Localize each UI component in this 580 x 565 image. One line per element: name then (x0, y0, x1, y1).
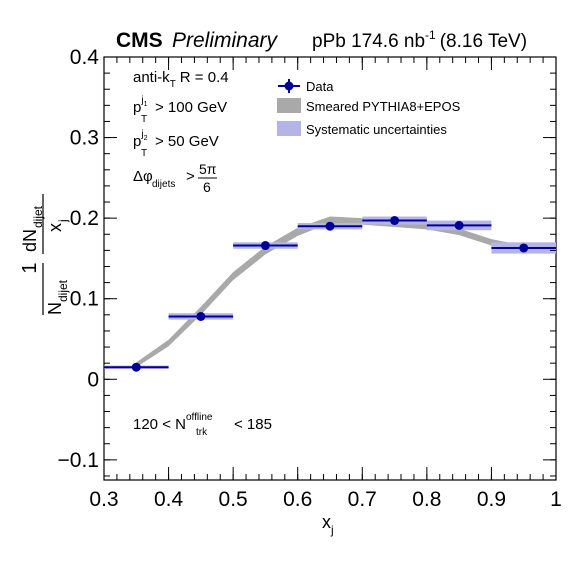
jet-algo-rest: R = 0.4 (180, 69, 229, 86)
legend-data-label: Data (306, 79, 334, 94)
pt1-cut-label: pj1 T > 100 GeV (133, 95, 227, 125)
legend-syst-label: Systematic uncertainties (306, 122, 447, 137)
lumi-energy: (8.16 TeV) (440, 31, 527, 52)
legend-mc-label: Smeared PYTHIA8+EPOS (306, 99, 461, 114)
mc-band-group (136, 216, 524, 368)
x-tick-label: 1 (550, 488, 562, 511)
data-points-group (104, 216, 556, 372)
y-tick-label: −0.1 (58, 449, 99, 472)
y-dn-sub: dijet (31, 205, 45, 228)
pt2-sub: T (141, 148, 147, 159)
multiplicity-label: 120 < Noffline trk < 185 (133, 412, 272, 438)
data-point (390, 216, 400, 226)
y-frac-den-sub: dijet (56, 279, 70, 302)
legend-data-marker (284, 81, 294, 91)
y-tick-label: 0.3 (70, 127, 99, 150)
legend-mc-swatch (277, 98, 301, 113)
legend-syst-swatch (277, 121, 301, 136)
x-tick-label: 0.8 (412, 488, 441, 511)
dphi-main: Δφ (133, 168, 153, 185)
pt2-cut-label: pj2 T > 50 GeV (133, 129, 219, 159)
x-tick-label: 0.3 (89, 488, 118, 511)
x-tick-label: 0.7 (348, 488, 377, 511)
lumi-prefix: pPb 174.6 nb (312, 31, 425, 52)
pt1-main: p (133, 99, 141, 116)
y-axis-title: 1 N dijet dN dijet x j (19, 194, 70, 315)
y-frac-num: 1 (19, 262, 41, 273)
y-tick-label: 0.1 (70, 288, 99, 311)
dphi-sub: dijets (152, 179, 175, 190)
pt2-sup: j (140, 129, 143, 140)
mult-sub: trk (196, 427, 208, 438)
x-tick-label: 0.6 (283, 488, 312, 511)
pt1-sup-sub: 1 (144, 101, 148, 108)
mc-prediction-band (136, 216, 524, 368)
mult-sup: offline (186, 412, 213, 423)
y-tick-label: 0.4 (70, 46, 100, 69)
cms-label: CMS (116, 29, 163, 52)
y-tick-label: 0 (87, 368, 99, 391)
x-tick-label: 0.9 (477, 488, 506, 511)
x-axis-title-main: x (322, 512, 331, 532)
data-point (454, 220, 464, 230)
y-tick-label: 0.2 (70, 207, 99, 230)
jet-algo-main: anti-k (133, 69, 170, 86)
data-point (325, 221, 335, 231)
y-dx: x (45, 223, 65, 232)
data-point (196, 311, 206, 321)
data-point (519, 243, 529, 253)
mult-left: 120 < N (133, 416, 186, 433)
data-point (131, 362, 141, 372)
lumi-exponent: -1 (425, 28, 436, 42)
x-axis-title: xj (322, 512, 334, 537)
dphi-cut-label: Δφ dijets > 5π 6 (133, 161, 217, 195)
legend: Data Smeared PYTHIA8+EPOS Systematic unc… (277, 79, 461, 137)
x-tick-label: 0.5 (219, 488, 248, 511)
y-frac-den: N (45, 302, 65, 315)
axis-ticks-group: 0.3 0.4 0.5 0.6 0.7 0.8 0.9 1 −0.1 0 0.1 0.2 0.3 0.4 (58, 46, 562, 511)
pt1-sup: j (140, 95, 143, 106)
mult-right: < 185 (234, 416, 272, 433)
pt2-main: p (133, 133, 141, 150)
dphi-gt: > (186, 168, 195, 185)
jet-algo-sub: T (170, 79, 176, 90)
lumi-label: pPb 174.6 nb-1 (8.16 TeV) (312, 28, 527, 52)
data-point (260, 241, 270, 251)
dphi-num: 5π (199, 161, 217, 177)
dphi-den: 6 (203, 179, 211, 195)
pt2-sup-sub: 2 (144, 135, 148, 142)
pt1-sub: T (141, 114, 147, 125)
y-dn: dN (20, 229, 40, 252)
x-tick-label: 0.4 (154, 488, 184, 511)
x-axis-title-sub: j (330, 523, 334, 537)
jet-algo-label: anti-kT R = 0.4 (133, 69, 229, 90)
plot-frame (103, 56, 557, 481)
y-dx-sub: j (56, 219, 70, 223)
pt2-rest: > 50 GeV (155, 133, 219, 150)
pt1-rest: > 100 GeV (155, 99, 227, 116)
preliminary-label: Preliminary (172, 29, 279, 52)
